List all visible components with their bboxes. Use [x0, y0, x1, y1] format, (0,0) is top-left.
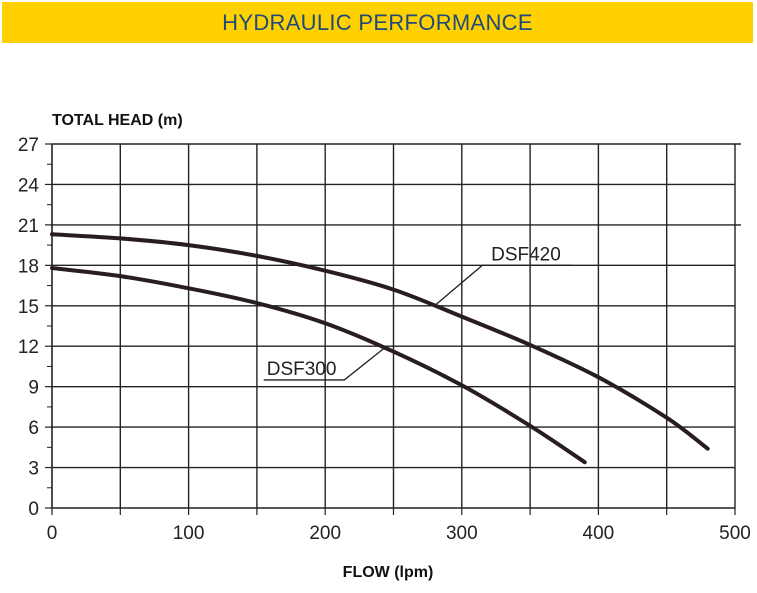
series-line-dsf420: [50, 232, 710, 451]
y-tick-label: 12: [18, 337, 39, 358]
x-axis-title: FLOW (lpm): [343, 564, 434, 581]
series-labels: DSF420 DSF300: [267, 244, 561, 380]
x-tick-label: 400: [583, 523, 615, 544]
series-label-dsf300: DSF300: [267, 359, 337, 380]
x-tick-label: 300: [446, 523, 478, 544]
x-tick-label: 200: [309, 523, 341, 544]
y-tick-label: 27: [18, 135, 39, 156]
y-tick-label: 3: [28, 459, 39, 480]
leader-dsf420: [434, 264, 572, 307]
x-tick-label: 0: [47, 523, 58, 544]
y-axis-title: TOTAL HEAD (m): [52, 112, 183, 129]
y-tick-label: 6: [28, 418, 39, 439]
series-line-dsf300: [50, 266, 587, 465]
title-banner: HYDRAULIC PERFORMANCE: [2, 2, 753, 43]
x-tick-label: 500: [719, 523, 751, 544]
y-tick-label: 18: [18, 256, 39, 277]
grid: [51, 143, 741, 509]
y-tick-label: 15: [18, 297, 39, 318]
y-tick-label: 24: [18, 175, 40, 196]
series-layer: [50, 232, 710, 465]
axis-ticks: 0 100 200 300 400 500 0 3 6 9 12 15 18 21 24 27: [18, 135, 751, 544]
chart-title: HYDRAULIC PERFORMANCE: [222, 9, 533, 35]
y-tick-label: 0: [28, 499, 39, 520]
y-tick-label: 9: [28, 378, 39, 399]
label-leaders: [263, 264, 572, 381]
leader-dsf300: [263, 345, 388, 381]
x-tick-label: 100: [173, 523, 205, 544]
series-label-dsf420: DSF420: [491, 244, 561, 265]
y-tick-label: 21: [18, 216, 39, 237]
